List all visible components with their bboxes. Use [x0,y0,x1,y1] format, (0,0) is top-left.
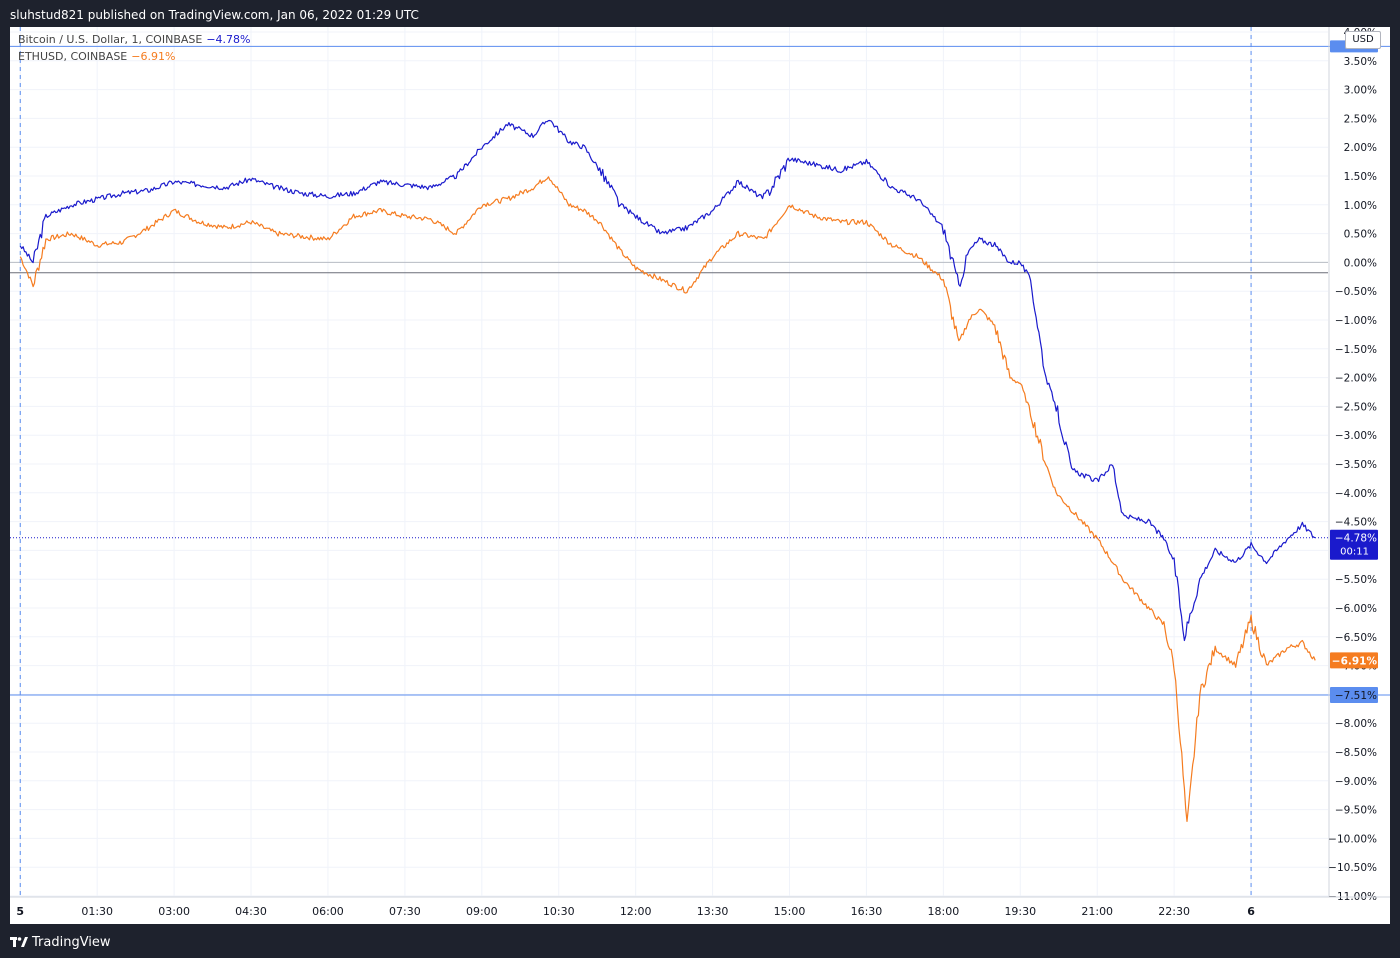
price-axis-tick-label: 2.50% [1344,113,1377,125]
price-axis-tick-label: −6.00% [1335,603,1377,615]
price-axis-tick-label: −3.50% [1335,459,1377,471]
time-axis-tick-label: 5 [16,905,24,918]
legend-value-eth: −6.91% [131,50,176,63]
legend-label-eth: ETHUSD, COINBASE [18,50,128,63]
time-axis-tick-label: 18:00 [928,905,960,918]
price-axis-tick-label: 3.50% [1344,56,1377,68]
btc-countdown-label: 00:11 [1340,547,1369,558]
price-axis-tick-label: −4.00% [1335,488,1377,500]
legend-label-btc: Bitcoin / U.S. Dollar, 1, COINBASE [18,33,203,46]
time-axis-tick-label: 09:00 [466,905,498,918]
price-chart[interactable]: 4.00%3.50%3.00%2.50%2.00%1.50%1.00%0.50%… [10,27,1390,924]
price-axis-tick-label: 3.00% [1344,85,1377,97]
legend-value-btc: −4.78% [206,33,251,46]
price-axis-tick-label: −9.50% [1335,805,1377,817]
price-axis-tick-label: −1.50% [1335,344,1377,356]
btc-price-label: −4.78% [1335,533,1377,545]
time-axis-tick-label: 01:30 [81,905,113,918]
time-axis-tick-label: 03:00 [158,905,190,918]
time-axis-tick-label: 15:00 [774,905,806,918]
publisher-caption: sluhstud821 published on TradingView.com… [10,8,419,22]
price-axis-tick-label: −1.00% [1335,315,1377,327]
price-axis-tick-label: −5.50% [1335,574,1377,586]
price-axis-tick-label: −10.50% [1328,862,1377,874]
price-axis-tick-label: 2.00% [1344,142,1377,154]
btc-price-label-bg [1330,529,1378,560]
price-axis-tick-label: 1.00% [1344,200,1377,212]
footer-brand[interactable]: TradingView [10,932,111,952]
price-axis-tick-label: −2.00% [1335,373,1377,385]
time-axis-tick-label: 07:30 [389,905,421,918]
time-axis-tick-label: 21:00 [1081,905,1113,918]
price-axis-tick-label: −4.50% [1335,517,1377,529]
low-line-price-label: −7.51% [1335,690,1377,702]
tradingview-logo-icon [10,937,28,947]
price-axis-tick-label: −9.00% [1335,776,1377,788]
price-axis-tick-label: −0.50% [1335,286,1377,298]
eth-price-label: −6.91% [1332,655,1378,667]
time-axis-tick-label: 06:00 [312,905,344,918]
price-axis-tick-label: 1.50% [1344,171,1377,183]
legend-entry-btc[interactable]: Bitcoin / U.S. Dollar, 1, COINBASE −4.78% [18,33,251,47]
price-axis-tick-label: −3.00% [1335,430,1377,442]
chart-area[interactable]: 4.00%3.50%3.00%2.50%2.00%1.50%1.00%0.50%… [10,27,1390,924]
low-line-label-bg [1330,686,1378,703]
eth-price-label-bg [1330,652,1378,669]
price-axis-tick-label: 0.50% [1344,229,1377,241]
time-axis-tick-label: 6 [1247,905,1255,918]
time-axis-tick-label: 04:30 [235,905,267,918]
ethusd-series-line[interactable] [19,176,1316,822]
time-axis-tick-label: 12:00 [620,905,652,918]
price-axis-tick-label: −6.50% [1335,632,1377,644]
btcusd-series-line[interactable] [19,119,1316,642]
price-axis-tick-label: −8.00% [1335,718,1377,730]
price-axis-tick-label: −10.00% [1328,833,1377,845]
time-axis-tick-label: 10:30 [543,905,575,918]
time-axis-tick-label: 22:30 [1158,905,1190,918]
time-axis-tick-label: 16:30 [851,905,883,918]
price-axis-tick-label: −8.50% [1335,747,1377,759]
legend-entry-eth[interactable]: ETHUSD, COINBASE −6.91% [18,50,175,64]
footer-brand-text: TradingView [32,934,111,950]
price-axis-tick-label: −2.50% [1335,401,1377,413]
currency-badge[interactable]: USD [1345,31,1381,49]
price-axis-tick-label: 0.00% [1344,257,1377,269]
time-axis-tick-label: 13:30 [697,905,729,918]
time-axis-tick-label: 19:30 [1004,905,1036,918]
